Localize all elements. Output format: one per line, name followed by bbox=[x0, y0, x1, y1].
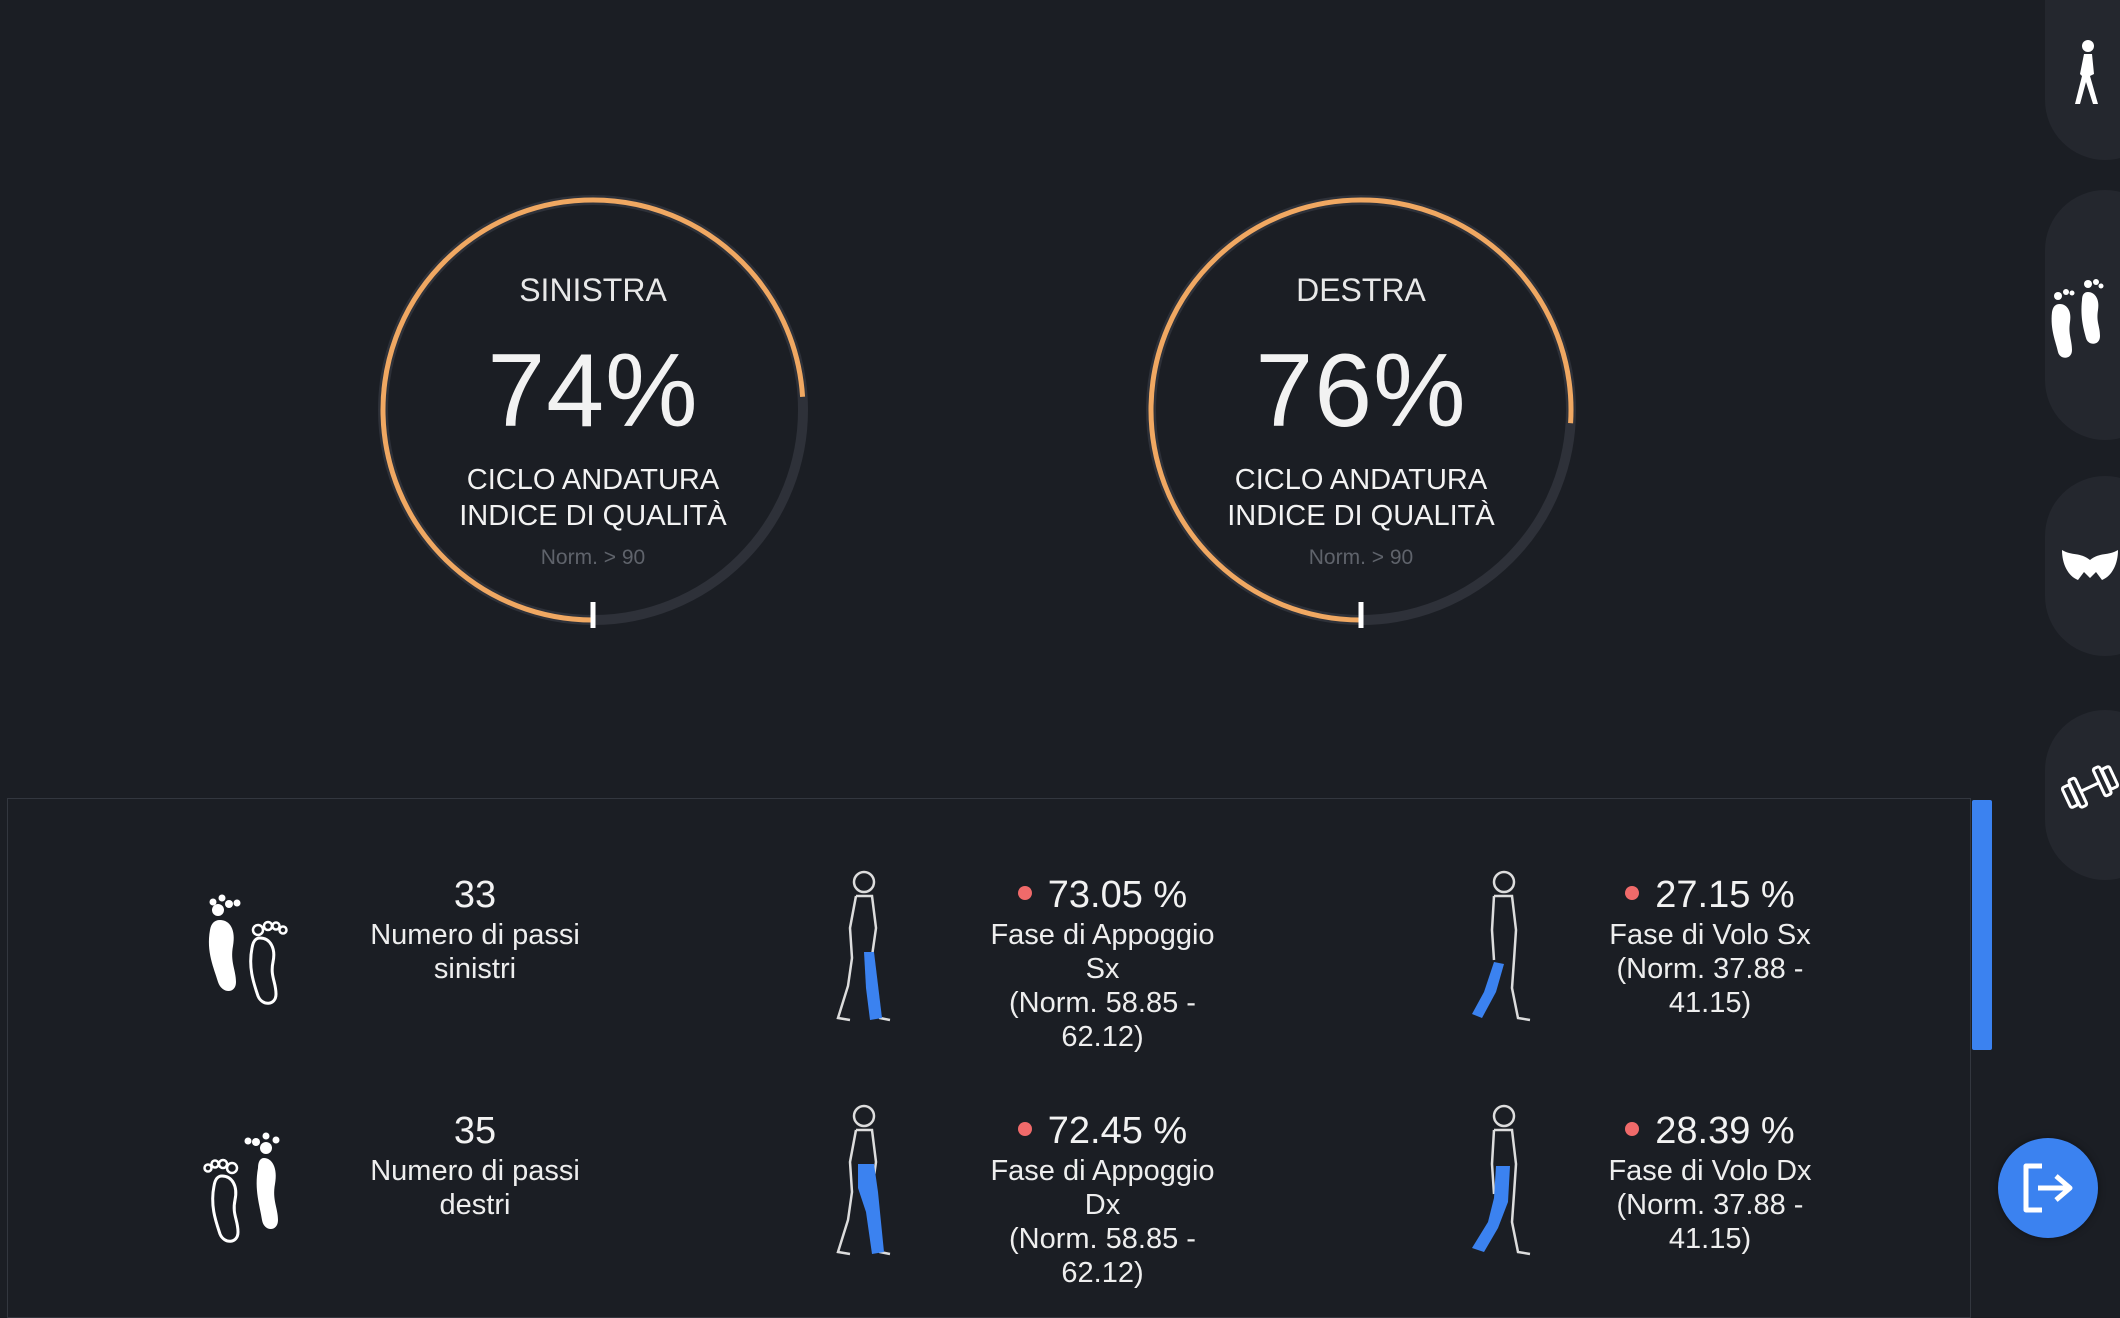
scrollbar[interactable] bbox=[1972, 800, 1992, 1050]
gauge-caption-line2: INDICE DI QUALITÀ bbox=[1227, 500, 1495, 532]
gauge-caption-line2: INDICE DI QUALITÀ bbox=[459, 500, 727, 532]
gauge-arc bbox=[1148, 197, 1574, 623]
swing-right-figure-icon bbox=[1472, 1104, 1531, 1256]
stance-right-line4: 62.12) bbox=[1061, 1257, 1144, 1289]
left-steps-stat: 33 Numero di passi sinistri bbox=[340, 872, 610, 986]
dumbbell-icon bbox=[2060, 765, 2120, 809]
right-steps-line2: destri bbox=[439, 1189, 511, 1221]
swing-left-line3: 41.15) bbox=[1668, 987, 1752, 1019]
left-steps-value: 33 bbox=[453, 874, 497, 916]
gauge-caption-line1: CICLO ANDATURA bbox=[1234, 464, 1488, 496]
swing-right-stat: 28.39 % Fase di Volo Dx (Norm. 37.88 - 4… bbox=[1570, 1108, 1850, 1256]
swing-left-stat: 27.15 % Fase di Volo Sx (Norm. 37.88 - 4… bbox=[1570, 872, 1850, 1020]
gauge-caption-line1: CICLO ANDATURA bbox=[466, 464, 720, 496]
pelvis-icon bbox=[2062, 550, 2118, 580]
stance-left-value: 73.05 % bbox=[1047, 874, 1188, 916]
swing-left-line1: Fase di Volo Sx bbox=[1609, 919, 1811, 951]
stance-left-figure-icon bbox=[836, 870, 891, 1022]
gauge-caption: CICLO ANDATURA INDICE DI QUALITÀ bbox=[363, 462, 823, 534]
stance-right-stat: 72.45 % Fase di Appoggio Dx (Norm. 58.85… bbox=[950, 1108, 1255, 1290]
stance-right-line2: Dx bbox=[1084, 1189, 1121, 1221]
gauge-value: 74% bbox=[487, 333, 699, 449]
gauge-left: SINISTRA 74% CICLO ANDATURA INDICE DI QU… bbox=[363, 180, 823, 640]
gauge-ring bbox=[1146, 195, 1576, 628]
gauge-value: 76% bbox=[1255, 333, 1467, 449]
right-steps-value: 35 bbox=[453, 1110, 497, 1152]
stance-right-line1: Fase di Appoggio bbox=[990, 1155, 1215, 1187]
walking-person-icon bbox=[2075, 40, 2098, 104]
swing-right-line2: (Norm. 37.88 - bbox=[1616, 1189, 1804, 1221]
left-steps-line2: sinistri bbox=[433, 953, 517, 985]
status-dot bbox=[1625, 1121, 1640, 1136]
gauge-caption: CICLO ANDATURA INDICE DI QUALITÀ bbox=[1131, 462, 1591, 534]
swing-left-figure-icon bbox=[1472, 870, 1531, 1022]
swing-right-line3: 41.15) bbox=[1668, 1223, 1752, 1255]
gauge-norm: Norm. > 90 bbox=[540, 546, 646, 569]
stance-left-stat: 73.05 % Fase di Appoggio Sx (Norm. 58.85… bbox=[950, 872, 1255, 1054]
stance-right-value: 72.45 % bbox=[1047, 1110, 1188, 1152]
stance-left-line3: (Norm. 58.85 - bbox=[1009, 987, 1196, 1019]
left-steps-line1: Numero di passi bbox=[370, 919, 580, 951]
gauge-side-label: DESTRA bbox=[1296, 272, 1426, 308]
gauge-ring bbox=[378, 195, 808, 628]
swing-left-value: 27.15 % bbox=[1655, 874, 1795, 916]
swing-left-line2: (Norm. 37.88 - bbox=[1616, 953, 1804, 985]
gauge-side-label: SINISTRA bbox=[519, 272, 667, 308]
stance-left-line2: Sx bbox=[1085, 953, 1120, 985]
stance-right-line3: (Norm. 58.85 - bbox=[1009, 1223, 1196, 1255]
logout-icon bbox=[2023, 1163, 2073, 1213]
gauge-right: DESTRA 76% CICLO ANDATURA INDICE DI QUAL… bbox=[1131, 180, 1591, 640]
status-dot bbox=[1625, 885, 1640, 900]
swing-right-value: 28.39 % bbox=[1655, 1110, 1795, 1152]
status-dot bbox=[1017, 1121, 1032, 1136]
footprints-icon bbox=[2051, 279, 2104, 358]
status-dot bbox=[1017, 885, 1032, 900]
stance-left-line1: Fase di Appoggio bbox=[990, 919, 1215, 951]
gauge-arc bbox=[380, 197, 806, 623]
stats-panel[interactable] bbox=[7, 798, 1971, 1318]
stance-left-line4: 62.12) bbox=[1061, 1021, 1144, 1053]
right-steps-line1: Numero di passi bbox=[370, 1155, 580, 1187]
right-steps-stat: 35 Numero di passi destri bbox=[340, 1108, 610, 1222]
swing-right-line1: Fase di Volo Dx bbox=[1608, 1155, 1812, 1187]
logout-button[interactable] bbox=[1998, 1138, 2098, 1238]
right-footprints-icon bbox=[203, 1132, 280, 1243]
left-footprints-icon bbox=[208, 894, 288, 1005]
gauge-norm: Norm. > 90 bbox=[1308, 546, 1414, 569]
stance-right-figure-icon bbox=[836, 1104, 891, 1256]
